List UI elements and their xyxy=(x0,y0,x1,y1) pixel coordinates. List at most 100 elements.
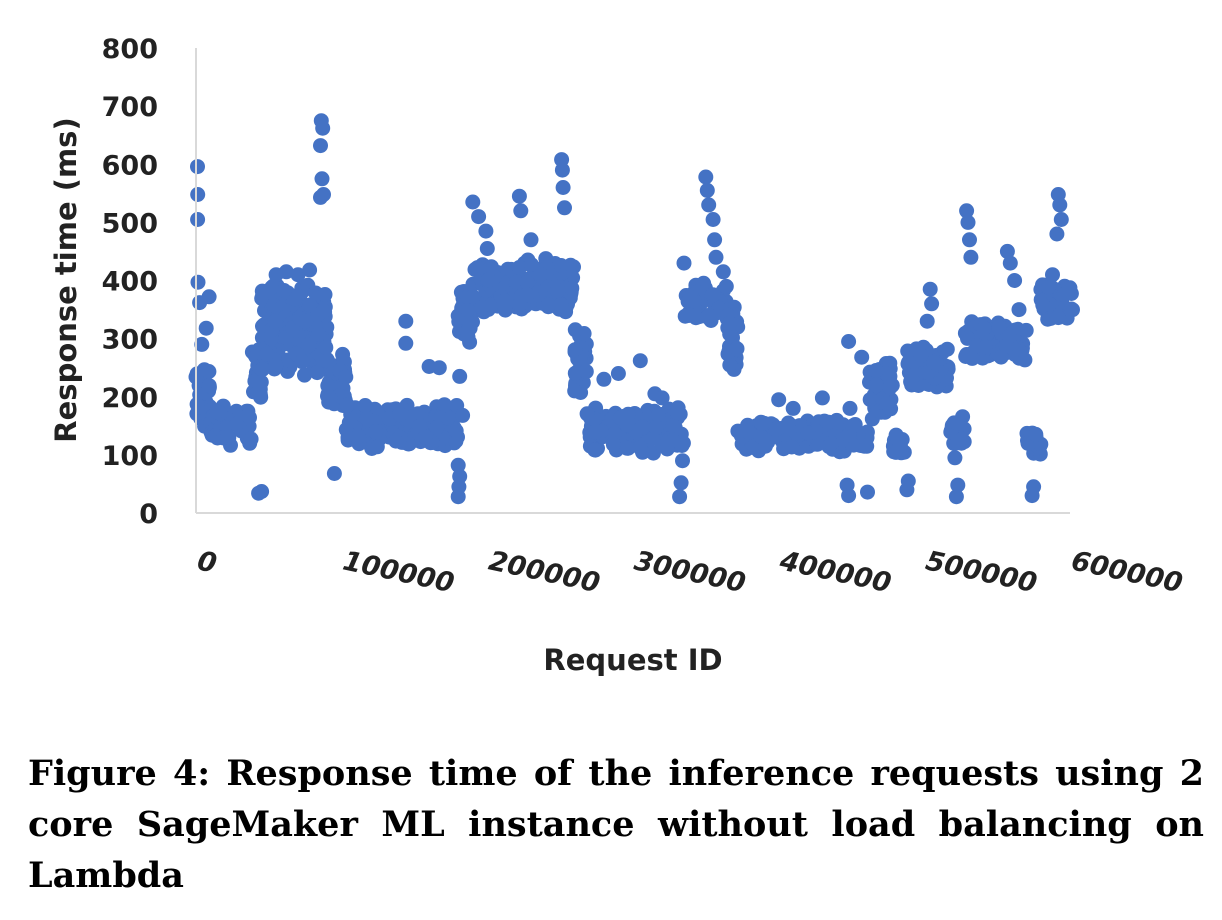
data-point xyxy=(908,341,924,357)
data-point xyxy=(954,431,970,447)
data-point xyxy=(632,440,648,456)
data-point xyxy=(780,415,796,431)
y-tick-label: 100 xyxy=(102,441,158,472)
data-point xyxy=(509,274,525,290)
x-axis-label: Request ID xyxy=(543,643,722,677)
data-point xyxy=(1028,426,1044,442)
data-point xyxy=(754,416,770,432)
data-point xyxy=(976,321,992,337)
data-point xyxy=(189,396,205,412)
data-point xyxy=(862,392,878,408)
data-point xyxy=(316,187,331,202)
data-point xyxy=(1035,297,1051,313)
data-point xyxy=(859,438,875,454)
data-point xyxy=(465,289,481,305)
data-point xyxy=(496,293,512,309)
data-point xyxy=(998,338,1014,354)
data-point xyxy=(519,275,535,290)
data-point xyxy=(947,450,963,466)
data-point xyxy=(654,390,670,406)
data-point xyxy=(388,433,404,449)
data-point xyxy=(369,439,385,455)
data-point xyxy=(255,361,270,377)
data-point xyxy=(610,366,626,381)
data-point xyxy=(665,418,681,434)
data-point xyxy=(481,272,497,288)
data-point xyxy=(854,349,870,365)
data-point xyxy=(359,411,375,427)
data-point xyxy=(219,429,235,445)
data-point xyxy=(579,406,595,422)
data-point xyxy=(1050,310,1066,326)
x-tick-label: 0 xyxy=(195,546,220,580)
y-tick-label: 500 xyxy=(102,208,158,239)
x-tick-labels: 0 100000 200000 300000 400000 500000 600000 xyxy=(195,545,1186,599)
data-point xyxy=(939,341,955,357)
data-point xyxy=(757,438,773,454)
data-point xyxy=(198,320,214,336)
data-point xyxy=(632,353,648,369)
data-point xyxy=(554,162,570,178)
data-point xyxy=(338,369,354,385)
y-tick-label: 400 xyxy=(102,267,158,298)
data-point xyxy=(267,313,283,329)
data-point xyxy=(513,203,529,219)
data-point xyxy=(721,315,737,331)
data-point xyxy=(368,424,384,440)
data-point xyxy=(294,354,310,370)
data-point xyxy=(460,302,476,318)
data-point xyxy=(650,407,666,423)
data-point xyxy=(567,342,583,358)
data-point xyxy=(555,180,571,195)
data-point xyxy=(950,477,966,493)
data-point xyxy=(567,383,583,399)
data-point xyxy=(890,432,906,448)
y-tick-label: 0 xyxy=(139,499,158,530)
data-point xyxy=(320,378,336,394)
data-point xyxy=(868,377,884,393)
data-point xyxy=(481,261,497,277)
data-point xyxy=(919,313,935,329)
data-point xyxy=(605,437,621,452)
scatter-chart: 0 100 200 300 400 500 600 700 800 0 100000 200000 3… xyxy=(49,34,1186,677)
data-point xyxy=(841,334,857,349)
data-point xyxy=(314,171,330,187)
y-tick-label: 700 xyxy=(102,92,158,123)
data-point xyxy=(587,442,603,458)
data-point xyxy=(301,337,317,353)
data-point xyxy=(564,280,580,296)
data-point xyxy=(429,420,445,436)
data-points xyxy=(188,113,1080,505)
data-point xyxy=(708,249,724,265)
data-point xyxy=(648,419,664,435)
data-point xyxy=(707,232,723,248)
data-point xyxy=(557,200,572,216)
data-point xyxy=(771,392,787,408)
data-point xyxy=(948,489,964,505)
data-point xyxy=(963,249,979,265)
data-point xyxy=(845,418,861,434)
data-point xyxy=(741,424,757,440)
data-point xyxy=(705,212,721,227)
data-point xyxy=(882,380,898,396)
data-point xyxy=(903,374,919,390)
data-point xyxy=(298,313,314,329)
data-point xyxy=(841,488,857,504)
data-point xyxy=(484,297,499,313)
data-point xyxy=(964,350,980,366)
data-point xyxy=(814,390,830,406)
data-point xyxy=(959,203,975,219)
data-point xyxy=(999,243,1015,259)
data-point xyxy=(821,414,837,430)
x-tick-label: 200000 xyxy=(486,546,603,600)
x-tick-label: 500000 xyxy=(923,546,1040,600)
data-point xyxy=(326,466,342,481)
data-point xyxy=(190,159,205,175)
data-point xyxy=(479,241,495,256)
y-axis-label: Response time (ms) xyxy=(49,117,83,442)
data-point xyxy=(991,319,1007,335)
data-point xyxy=(339,397,355,413)
data-point xyxy=(194,336,210,352)
data-point xyxy=(549,283,565,299)
y-tick-label: 800 xyxy=(102,34,158,65)
